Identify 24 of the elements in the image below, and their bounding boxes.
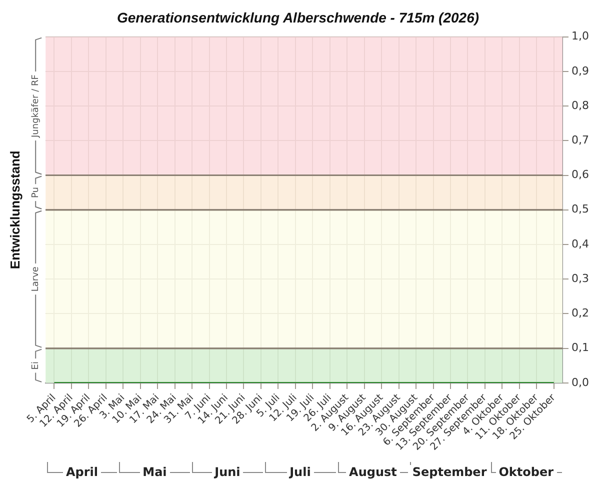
text: Juni: [212, 465, 244, 479]
y-tick-label: 0,1: [572, 341, 590, 354]
chart-title: Generationsentwicklung Alberschwende - 715m (2026): [116, 9, 480, 26]
y-tick-label: 0,5: [572, 202, 590, 216]
y-tick-label: 0,6: [572, 168, 590, 182]
y-tick-label: 1,0: [572, 30, 590, 43]
y-tick-label: 0,9: [572, 64, 590, 78]
band-label: Pu: [30, 187, 41, 198]
y-tick-label: 0,7: [572, 134, 590, 146]
text: August: [346, 465, 400, 479]
y-tick-label: 0,0: [572, 376, 590, 389]
y-axis-title: Entwicklungsstand: [7, 150, 22, 270]
band-label: Ei: [30, 362, 41, 370]
band-label: Jungkäfer / RF: [30, 74, 41, 138]
y-tick-label: 0,4: [572, 237, 590, 250]
y-tick-label: 0,2: [572, 306, 590, 320]
text: September: [409, 465, 490, 479]
band-label: Larve: [30, 266, 41, 292]
text: April: [62, 465, 101, 479]
y-tick-label: 0,3: [572, 272, 590, 285]
text: Mai: [140, 465, 170, 479]
text: Juli: [286, 465, 314, 479]
y-tick-label: 0,8: [572, 98, 590, 112]
text: Oktober: [496, 465, 557, 479]
